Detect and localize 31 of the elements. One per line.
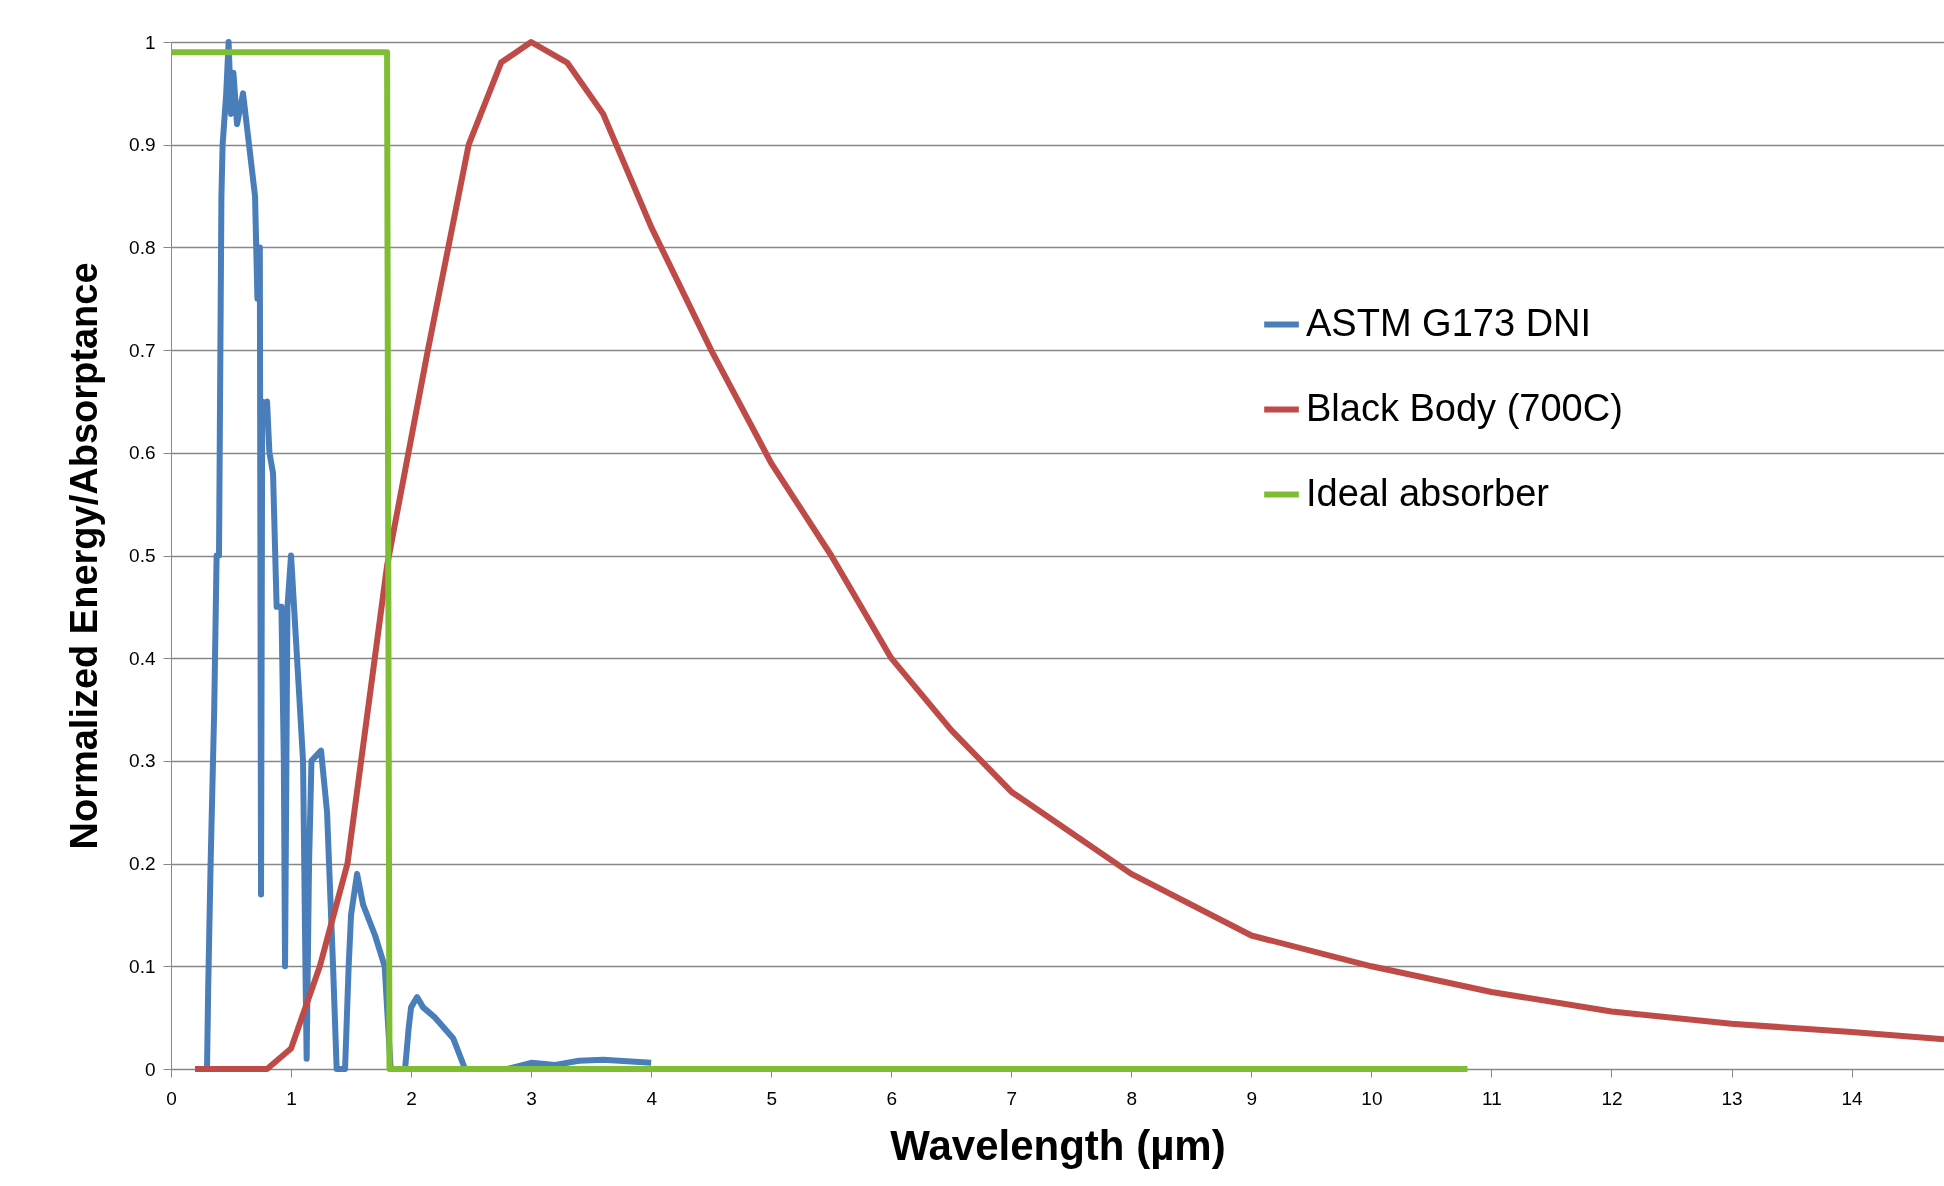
y-tick-label: 0.5	[129, 545, 156, 566]
x-tick-label: 6	[886, 1087, 898, 1109]
x-tick-label: 12	[1601, 1087, 1623, 1109]
y-tick-label: 0	[144, 1058, 156, 1080]
x-tick-label: 10	[1361, 1087, 1383, 1109]
legend-label: Ideal absorber	[1306, 471, 1550, 514]
x-tick-label: 13	[1721, 1087, 1743, 1109]
y-axis-title: Normalized Energy/Absorptance	[63, 262, 106, 850]
x-tick-label: 3	[526, 1087, 537, 1109]
x-tick-label: 14	[1841, 1087, 1864, 1109]
y-tick-label: 0.1	[129, 955, 156, 977]
legend-label: ASTM G173 DNI	[1306, 301, 1592, 344]
x-tick-label: 9	[1246, 1087, 1258, 1109]
x-tick-label: 7	[1006, 1087, 1018, 1109]
x-tick-label: 4	[646, 1087, 658, 1109]
y-tick-label: 0.8	[129, 236, 156, 258]
x-tick-label: 5	[766, 1087, 777, 1109]
y-tick-label: 0.3	[129, 750, 156, 772]
x-tick-label: 0	[166, 1087, 177, 1109]
x-tick-label: 8	[1126, 1087, 1138, 1109]
x-tick-label: 11	[1482, 1087, 1502, 1109]
y-tick-label: 0.7	[129, 339, 156, 361]
y-tick-label: 0.4	[129, 647, 156, 669]
y-tick-label: 1	[144, 31, 156, 53]
legend-label: Black Body (700C)	[1306, 386, 1623, 429]
y-tick-label: 0.6	[129, 442, 156, 464]
x-tick-label: 1	[286, 1087, 297, 1109]
x-tick-label: 2	[406, 1087, 417, 1109]
x-axis-title: Wavelength (µm)	[890, 1121, 1226, 1169]
y-tick-label: 0.9	[129, 134, 156, 156]
y-tick-label: 0.2	[129, 853, 156, 875]
